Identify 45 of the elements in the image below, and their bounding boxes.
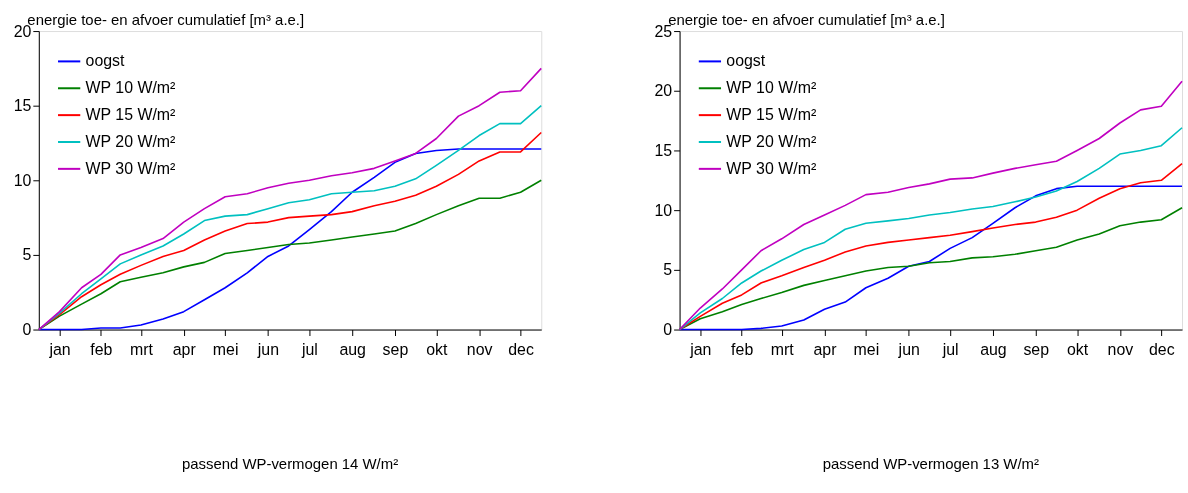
legend-label: WP 15 W/m²: [726, 106, 817, 124]
x-tick-label: feb: [90, 340, 113, 358]
x-tick-label: feb: [731, 340, 754, 358]
y-tick-label: 20: [654, 82, 673, 100]
x-tick-label: aug: [339, 340, 366, 358]
legend-label: WP 30 W/m²: [85, 159, 176, 177]
x-tick-label: sep: [1023, 340, 1050, 358]
x-tick-label: mrt: [770, 340, 795, 358]
x-tick-label: sep: [382, 340, 409, 358]
x-tick-label: mei: [212, 340, 239, 358]
legend-label: WP 10 W/m²: [85, 79, 176, 97]
x-tick-label: okt: [426, 340, 449, 358]
x-tick-label: nov: [1107, 340, 1134, 358]
x-tick-label: mrt: [129, 340, 154, 358]
x-tick-label: okt: [1067, 340, 1089, 358]
legend-label: WP 30 W/m²: [726, 159, 817, 177]
legend-label: WP 15 W/m²: [85, 106, 176, 124]
y-tick-label: 10: [13, 171, 32, 189]
x-tick-label: mei: [853, 340, 880, 358]
y-tick-label: 5: [663, 261, 673, 279]
y-tick-label: 15: [13, 97, 32, 115]
legend-label: oogst: [85, 52, 126, 70]
x-tick-label: aug: [980, 340, 1007, 358]
y-tick-label: 5: [22, 246, 32, 264]
y-tick-label: 10: [654, 201, 673, 219]
x-tick-label: jun: [256, 340, 280, 358]
x-tick-label: jul: [300, 340, 318, 358]
y-tick-label: 15: [654, 141, 673, 159]
text: passend WP-vermogen 14 W/m²: [181, 454, 399, 472]
x-tick-label: dec: [508, 340, 534, 358]
y-tick-label: 0: [22, 321, 32, 339]
x-tick-label: jul: [941, 340, 959, 358]
y-tick-label: 0: [663, 321, 673, 339]
x-tick-label: jun: [897, 340, 920, 358]
legend-label: WP 10 W/m²: [726, 79, 817, 97]
x-tick-label: apr: [813, 340, 838, 358]
x-tick-label: nov: [466, 340, 493, 358]
x-tick-label: dec: [1148, 340, 1175, 358]
legend-label: WP 20 W/m²: [726, 132, 817, 150]
legend-label: oogst: [726, 52, 766, 70]
x-tick-label: apr: [172, 340, 197, 358]
x-tick-label: jan: [48, 340, 71, 358]
x-tick-label: jan: [689, 340, 712, 358]
text: passend WP-vermogen 13 W/m²: [822, 454, 1039, 472]
legend-label: WP 20 W/m²: [85, 132, 176, 150]
